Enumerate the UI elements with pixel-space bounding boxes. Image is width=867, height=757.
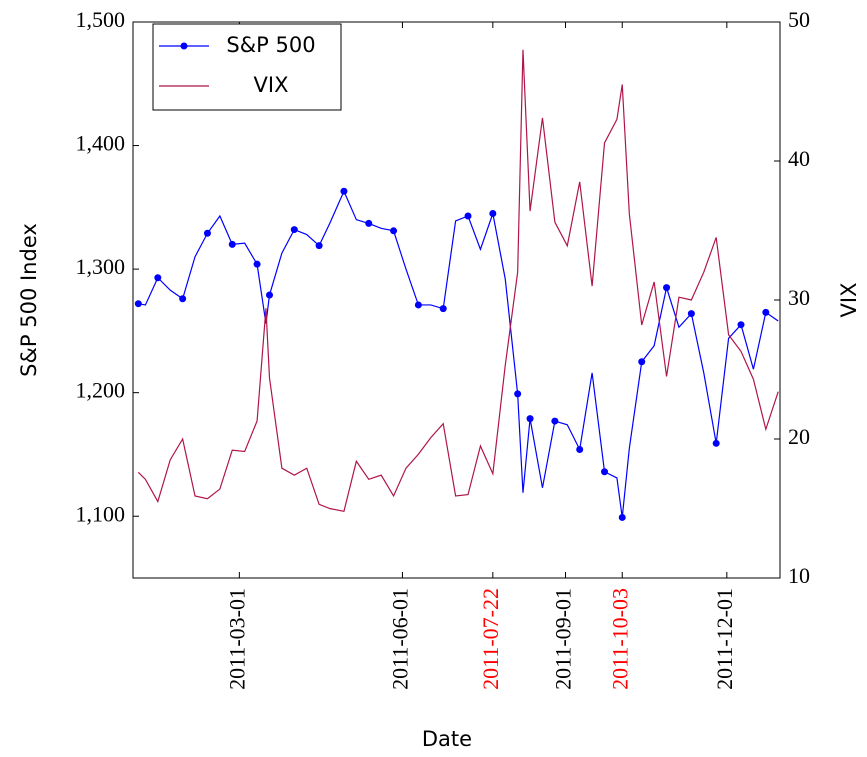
x-tick-label: 2011-12-01 — [712, 588, 737, 690]
data-point — [638, 358, 646, 366]
y2-tick-label: 40 — [788, 146, 810, 171]
legend-label: VIX — [254, 73, 289, 97]
y-axis-label: S&P 500 Index — [17, 223, 41, 377]
y2-tick-label: 50 — [788, 7, 810, 32]
legend-marker — [180, 42, 188, 50]
y-tick-label: 1,300 — [76, 254, 126, 279]
y-tick-label: 1,500 — [76, 7, 126, 32]
series-line — [137, 49, 779, 512]
data-point — [340, 187, 348, 195]
data-point — [390, 227, 398, 235]
data-point — [203, 229, 211, 237]
data-point — [489, 210, 497, 218]
data-point — [414, 301, 422, 309]
data-point — [154, 274, 162, 282]
x-tick-label: 2011-10-03 — [607, 588, 632, 690]
data-point — [576, 446, 584, 454]
data-point — [514, 390, 522, 398]
data-point — [179, 295, 187, 303]
data-point — [762, 308, 770, 316]
data-point — [228, 240, 236, 248]
data-point — [464, 212, 472, 220]
data-point — [253, 260, 261, 268]
x-tick-label: 2011-07-22 — [478, 588, 503, 690]
data-point — [439, 305, 447, 313]
data-point — [618, 513, 626, 521]
x-tick-label: 2011-03-01 — [224, 588, 249, 690]
data-point — [315, 242, 323, 250]
data-point — [687, 310, 695, 318]
data-point — [290, 226, 298, 234]
x-tick-label: 2011-06-01 — [387, 588, 412, 690]
y2-tick-label: 10 — [788, 563, 810, 588]
series-line — [138, 189, 779, 518]
data-point — [134, 300, 142, 308]
data-point — [737, 321, 745, 329]
data-point — [712, 439, 720, 447]
y2-axis-label: VIX — [837, 283, 861, 318]
x-axis-label: Date — [422, 727, 472, 751]
x-tick-label: 2011-09-01 — [551, 588, 576, 690]
y-tick-label: 1,100 — [76, 501, 126, 526]
data-point — [551, 417, 559, 425]
legend-label: S&P 500 — [226, 33, 315, 57]
y-tick-label: 1,400 — [76, 131, 126, 156]
data-point — [601, 468, 609, 476]
data-point — [265, 291, 273, 299]
data-point — [526, 415, 534, 423]
y-tick-label: 1,200 — [76, 378, 126, 403]
legend-box — [152, 23, 342, 111]
data-point — [365, 219, 373, 227]
y2-tick-label: 20 — [788, 424, 810, 449]
y2-tick-label: 30 — [788, 285, 810, 310]
data-point — [663, 284, 671, 292]
